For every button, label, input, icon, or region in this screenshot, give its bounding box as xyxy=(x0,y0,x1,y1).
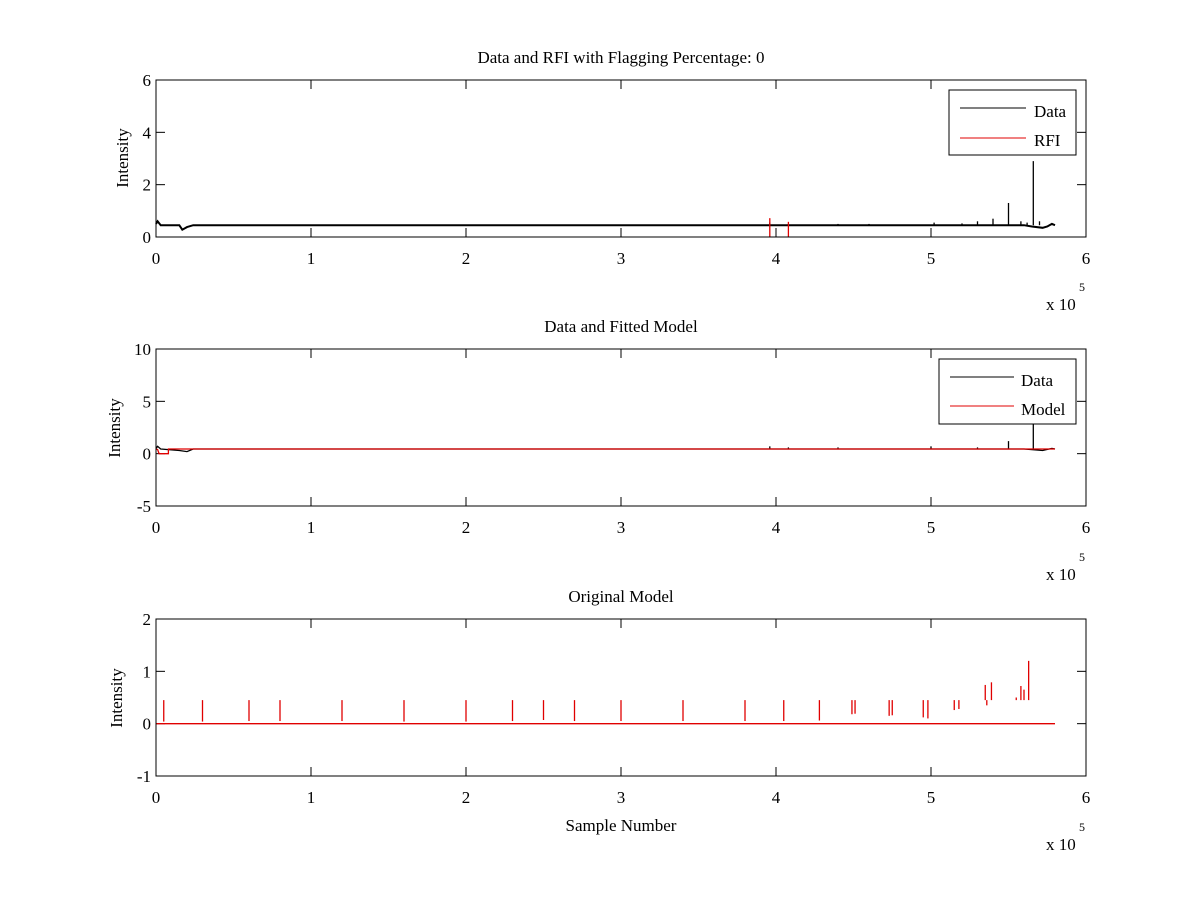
x-tick-label: 5 xyxy=(927,518,936,537)
x-tick-label: 2 xyxy=(462,518,471,537)
x-tick-label: 6 xyxy=(1082,788,1091,807)
legend-label-rfi: RFI xyxy=(1034,131,1061,150)
legend-label-model: Model xyxy=(1021,400,1066,419)
subplot-3-xlabel: Sample Number xyxy=(566,816,677,835)
subplot-1-legend: Data RFI xyxy=(948,89,1077,156)
subplot-3-series xyxy=(156,660,1055,725)
subplot-3-ylabel: Intensity xyxy=(107,668,126,728)
subplot-1-title: Data and RFI with Flagging Percentage: 0 xyxy=(477,48,764,67)
subplot-2-ylabel: Intensity xyxy=(105,398,124,458)
subplot-2-x-multiplier: x 10 xyxy=(1046,565,1076,584)
subplot-1-ylabel: Intensity xyxy=(113,128,132,188)
x-tick-label: 2 xyxy=(462,249,471,268)
x-tick-label: 4 xyxy=(772,518,781,537)
x-tick-label: 3 xyxy=(617,249,626,268)
series-line xyxy=(155,448,1055,455)
y-tick-label: -1 xyxy=(137,767,151,786)
y-tick-label: 2 xyxy=(143,176,152,195)
y-tick-label: 5 xyxy=(143,392,152,411)
y-tick-label: 10 xyxy=(134,340,151,359)
subplot-2-legend-box xyxy=(938,358,1077,425)
subplot-1-x-multiplier: x 10 xyxy=(1046,295,1076,314)
subplot-3-x-multiplier: x 10 xyxy=(1046,835,1076,854)
subplot-2-series xyxy=(155,420,1056,455)
y-tick-label: 6 xyxy=(143,71,152,90)
subplot-1-legend-box xyxy=(948,89,1077,156)
y-tick-label: 0 xyxy=(143,228,152,247)
x-tick-label: 0 xyxy=(152,249,161,268)
subplot-2-legend: Data Model xyxy=(938,358,1077,425)
subplot-3-frame xyxy=(155,618,1087,777)
x-tick-label: 6 xyxy=(1082,518,1091,537)
x-tick-label: 3 xyxy=(617,788,626,807)
x-tick-label: 1 xyxy=(307,788,316,807)
x-tick-label: 4 xyxy=(772,249,781,268)
subplot-2-title: Data and Fitted Model xyxy=(544,317,698,336)
x-tick-label: 2 xyxy=(462,788,471,807)
legend-label-data-2: Data xyxy=(1021,371,1054,390)
x-tick-label: 1 xyxy=(307,249,316,268)
x-tick-label: 1 xyxy=(307,518,316,537)
subplot-3-title: Original Model xyxy=(568,587,674,606)
subplot-2-frame xyxy=(155,348,1087,507)
y-tick-label: -5 xyxy=(137,497,151,516)
subplot-3-x-multiplier-exp: 5 xyxy=(1079,820,1085,834)
x-tick-label: 0 xyxy=(152,518,161,537)
x-tick-label: 3 xyxy=(617,518,626,537)
x-tick-label: 5 xyxy=(927,788,936,807)
subplot-2: Data and Fitted Model Intensity 0 1 2 3 4 5 6 -… xyxy=(105,317,1090,584)
subplot-1-ticks: 0 1 2 3 4 5 6 0 2 4 6 xyxy=(143,71,1091,268)
subplot-1: Data and RFI with Flagging Percentage: 0… xyxy=(113,48,1090,314)
subplot-1-series xyxy=(155,161,1056,237)
y-tick-label: 2 xyxy=(143,610,152,629)
y-tick-label: 0 xyxy=(143,715,152,734)
legend-label-data: Data xyxy=(1034,102,1067,121)
x-tick-label: 5 xyxy=(927,249,936,268)
x-tick-label: 6 xyxy=(1082,249,1091,268)
subplot-2-x-multiplier-exp: 5 xyxy=(1079,550,1085,564)
x-tick-label: 4 xyxy=(772,788,781,807)
y-tick-label: 0 xyxy=(143,445,152,464)
subplot-1-frame xyxy=(155,79,1087,238)
y-tick-label: 1 xyxy=(143,662,152,681)
y-tick-label: 4 xyxy=(143,123,152,142)
x-tick-label: 0 xyxy=(152,788,161,807)
series-line xyxy=(155,219,1056,232)
subplot-1-x-multiplier-exp: 5 xyxy=(1079,280,1085,294)
